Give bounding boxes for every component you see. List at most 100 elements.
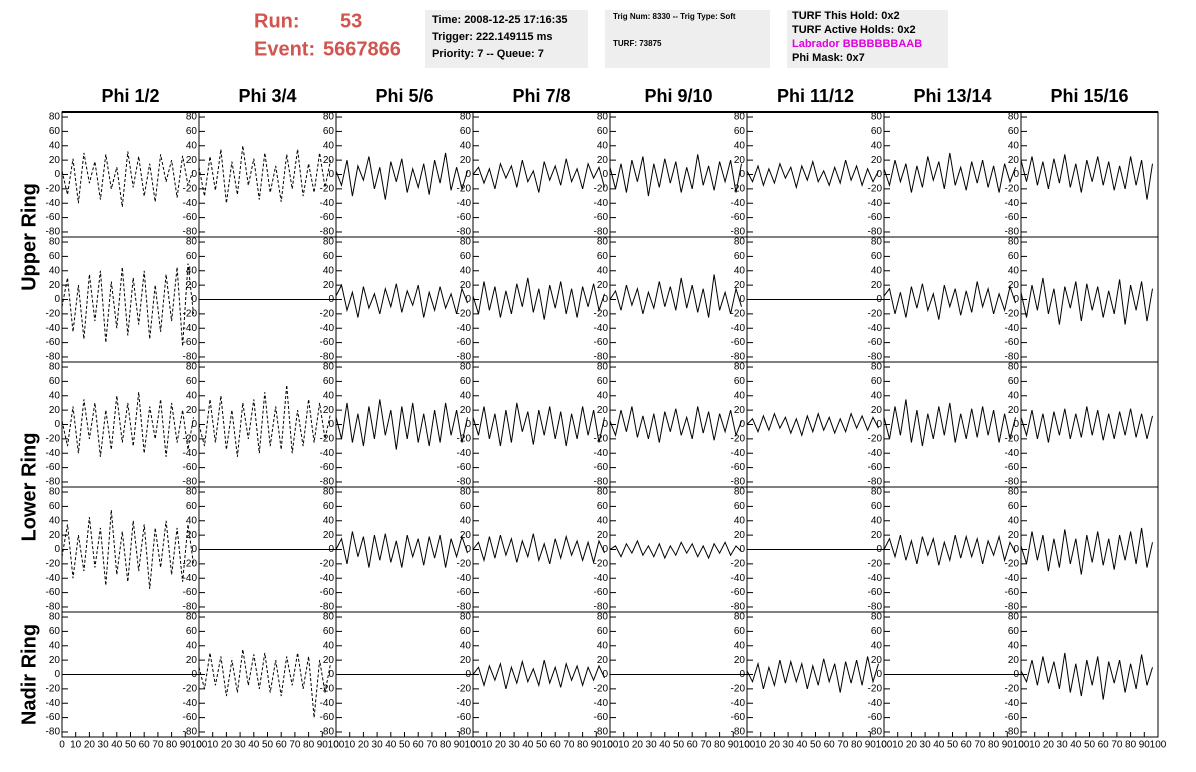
y-tick-label: 20 [49, 155, 61, 166]
y-tick-label: -20 [594, 684, 609, 695]
y-tick-label: 80 [1008, 237, 1020, 248]
y-tick-label: 20 [597, 655, 609, 666]
y-tick-label: -80 [183, 727, 198, 738]
y-tick-label: 40 [734, 640, 746, 651]
y-tick-label: 80 [871, 612, 883, 623]
y-tick-label: -20 [594, 559, 609, 570]
y-tick-label: -80 [457, 727, 472, 738]
x-tick-label: 20 [221, 740, 233, 751]
y-tick-label: 60 [597, 251, 609, 262]
x-tick-label: 60 [413, 740, 425, 751]
y-tick-label: 60 [460, 626, 472, 637]
waveform [61, 151, 194, 207]
x-tick-label: 70 [289, 740, 301, 751]
y-tick-label: 60 [597, 376, 609, 387]
x-tick-label: 40 [659, 740, 671, 751]
waveform [746, 656, 879, 693]
y-tick-label: -20 [320, 684, 335, 695]
x-tick-label: 60 [550, 740, 562, 751]
waveform [609, 274, 742, 318]
y-tick-label: 20 [186, 280, 198, 291]
y-tick-label: 60 [734, 501, 746, 512]
x-tick-label: 20 [1043, 740, 1055, 751]
y-tick-label: 80 [597, 487, 609, 498]
y-tick-label: 40 [597, 390, 609, 401]
x-tick-label: 100 [328, 740, 345, 751]
y-tick-label: -80 [868, 227, 883, 238]
y-tick-label: 40 [186, 265, 198, 276]
y-tick-label: -40 [457, 448, 472, 459]
y-tick-label: 60 [871, 126, 883, 137]
column-title: Phi 1/2 [101, 86, 159, 106]
y-tick-label: 0 [465, 294, 471, 305]
y-tick-label: 60 [871, 626, 883, 637]
y-tick-label: 60 [734, 376, 746, 387]
y-tick-label: 0 [465, 669, 471, 680]
y-tick-label: -80 [320, 477, 335, 488]
x-tick-label: 20 [906, 740, 918, 751]
y-tick-label: 20 [186, 155, 198, 166]
y-tick-label: 80 [871, 487, 883, 498]
x-tick-label: 50 [810, 740, 822, 751]
x-tick-label: 10 [481, 740, 493, 751]
y-tick-label: 80 [186, 612, 198, 623]
event-number: 5667866 [323, 38, 401, 60]
y-tick-label: -80 [1005, 727, 1020, 738]
y-tick-label: 20 [49, 655, 61, 666]
y-tick-label: 20 [871, 655, 883, 666]
y-tick-label: 80 [597, 362, 609, 373]
y-tick-label: -20 [320, 184, 335, 195]
x-tick-label: 0 [59, 740, 65, 751]
x-tick-label: 0 [333, 740, 339, 751]
y-tick-label: 60 [597, 501, 609, 512]
y-tick-label: -40 [731, 198, 746, 209]
x-tick-label: 80 [714, 740, 726, 751]
y-tick-label: 20 [49, 280, 61, 291]
waveform [746, 159, 879, 190]
y-tick-label: 20 [597, 280, 609, 291]
y-tick-label: -40 [594, 198, 609, 209]
y-tick-label: -80 [320, 602, 335, 613]
y-tick-label: -80 [1005, 477, 1020, 488]
y-tick-label: -20 [1005, 309, 1020, 320]
y-tick-label: 80 [460, 487, 472, 498]
y-tick-label: -80 [594, 227, 609, 238]
y-tick-label: -40 [183, 323, 198, 334]
y-tick-label: 20 [49, 405, 61, 416]
ring-label: Lower Ring [18, 433, 40, 542]
y-tick-label: 40 [323, 515, 335, 526]
y-tick-label: 20 [460, 655, 472, 666]
y-tick-label: 40 [597, 640, 609, 651]
y-tick-label: 60 [1008, 626, 1020, 637]
x-tick-label: 80 [303, 740, 315, 751]
y-tick-label: 20 [460, 405, 472, 416]
y-tick-label: 0 [191, 169, 197, 180]
y-tick-label: 80 [1008, 112, 1020, 123]
waveform [883, 534, 1016, 566]
x-tick-label: 30 [235, 740, 247, 751]
y-tick-label: 0 [328, 419, 334, 430]
y-tick-label: -80 [594, 352, 609, 363]
y-tick-label: -60 [594, 212, 609, 223]
y-tick-label: -80 [457, 602, 472, 613]
y-tick-label: -40 [868, 323, 883, 334]
y-tick-label: 60 [49, 626, 61, 637]
waveform [1020, 527, 1153, 575]
y-tick-label: 0 [1013, 669, 1019, 680]
y-tick-label: -60 [46, 712, 61, 723]
x-tick-label: 100 [602, 740, 619, 751]
y-tick-label: -40 [46, 323, 61, 334]
y-tick-label: -80 [46, 477, 61, 488]
y-tick-label: 60 [323, 501, 335, 512]
x-tick-label: 80 [577, 740, 589, 751]
x-tick-label: 0 [196, 740, 202, 751]
y-tick-label: 0 [1013, 419, 1019, 430]
y-tick-label: 60 [871, 376, 883, 387]
y-tick-label: 0 [739, 169, 745, 180]
y-tick-label: 0 [465, 169, 471, 180]
y-tick-label: 0 [876, 669, 882, 680]
y-tick-label: -20 [320, 309, 335, 320]
y-tick-label: -40 [731, 323, 746, 334]
y-tick-label: -60 [457, 337, 472, 348]
